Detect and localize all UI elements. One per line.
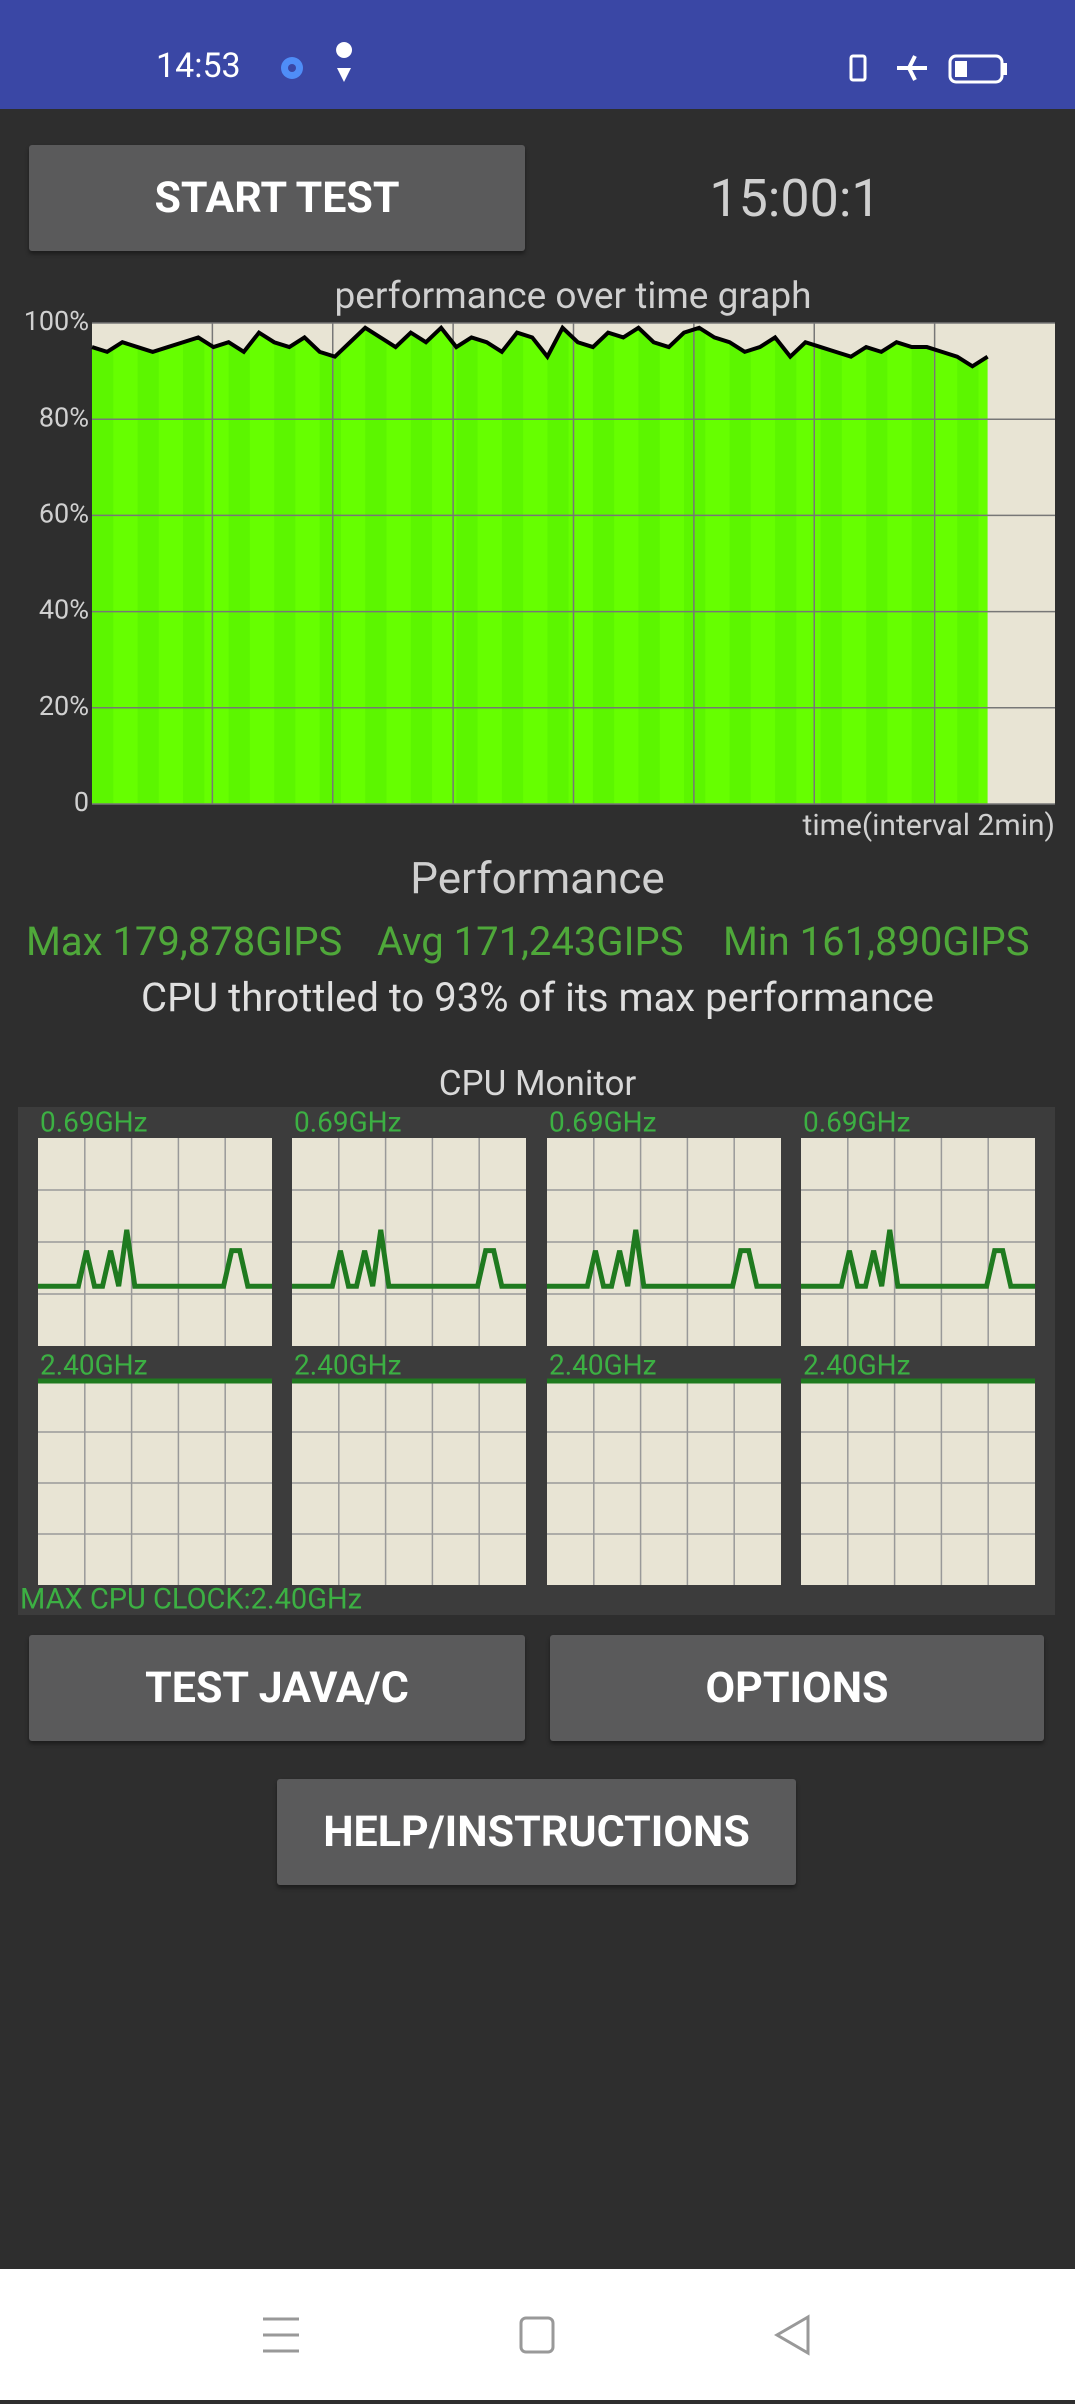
options-button[interactable]: OPTIONS	[550, 1635, 1044, 1741]
area-shade	[228, 327, 250, 804]
area-shade	[183, 327, 205, 804]
area-shade	[638, 327, 660, 804]
y-tick-label: 100%	[24, 305, 89, 337]
area-shade	[592, 327, 615, 804]
nav-icons	[263, 2314, 810, 2356]
performance-line	[91, 324, 989, 369]
area-shade	[547, 327, 569, 804]
area-shade	[684, 327, 706, 804]
clock: 14:53	[156, 46, 241, 86]
area-shade	[775, 327, 797, 804]
area-shade	[137, 327, 159, 804]
core-frequency: 2.40GHz	[549, 1348, 657, 1381]
area-shade	[820, 327, 842, 804]
y-tick-label: 0	[74, 786, 89, 818]
status-icons	[281, 42, 1007, 84]
core-frequency: 0.69GHz	[549, 1107, 657, 1138]
area-shade	[319, 327, 341, 804]
core-trace	[38, 1229, 272, 1289]
cpu-monitor: MAX CPU CLOCK:2.40GHz 0.69GHz 0.69GHz 0.69…	[18, 1107, 1055, 1617]
area-shade	[274, 327, 296, 804]
core-frequency: 2.40GHz	[40, 1348, 148, 1381]
y-tick-label: 20%	[39, 690, 89, 722]
timer: 15:00:1	[709, 168, 881, 229]
core-frequency: 0.69GHz	[40, 1107, 148, 1138]
area-shade	[729, 327, 751, 804]
core-trace	[801, 1229, 1035, 1289]
core-trace	[292, 1229, 526, 1289]
area-shade	[365, 327, 387, 804]
core-frequency: 2.40GHz	[803, 1348, 911, 1381]
max-cpu-clock: MAX CPU CLOCK:2.40GHz	[20, 1583, 362, 1617]
area-shade	[957, 327, 979, 804]
area-shade	[911, 327, 933, 804]
x-axis-label: time(interval 2min)	[803, 808, 1055, 843]
status-bar: 14:53	[0, 0, 1075, 109]
throttle-text: CPU throttled to 93% of its max performa…	[141, 974, 934, 1021]
area-shade	[92, 327, 114, 804]
performance-chart: performance over time graph time(interva…	[24, 275, 1055, 843]
y-tick-label: 60%	[39, 498, 89, 530]
area-shade	[501, 327, 524, 804]
core-frequency: 2.40GHz	[294, 1348, 402, 1381]
area-shade	[410, 327, 433, 804]
area-shade	[866, 327, 888, 804]
cpu-monitor-title: CPU Monitor	[438, 1063, 637, 1104]
core-trace	[547, 1229, 781, 1289]
area-shade	[456, 327, 478, 804]
start-test-button[interactable]: START TEST	[29, 145, 525, 251]
avg-stat: Avg 171,243GIPS	[377, 918, 684, 965]
y-tick-label: 80%	[39, 401, 89, 433]
navigation-bar	[0, 2269, 1075, 2400]
performance-heading: Performance	[410, 852, 665, 904]
max-stat: Max 179,878GIPS	[26, 918, 343, 965]
min-stat: Min 161,890GIPS	[723, 918, 1030, 965]
core-frequency: 0.69GHz	[294, 1107, 402, 1138]
help-button[interactable]: HELP/INSTRUCTIONS	[277, 1779, 796, 1885]
core-frequency: 0.69GHz	[803, 1107, 911, 1138]
test-java-c-button[interactable]: TEST JAVA/C	[29, 1635, 525, 1741]
y-tick-label: 40%	[39, 594, 89, 626]
performance-area	[92, 327, 988, 804]
chart-title: performance over time graph	[335, 275, 812, 318]
